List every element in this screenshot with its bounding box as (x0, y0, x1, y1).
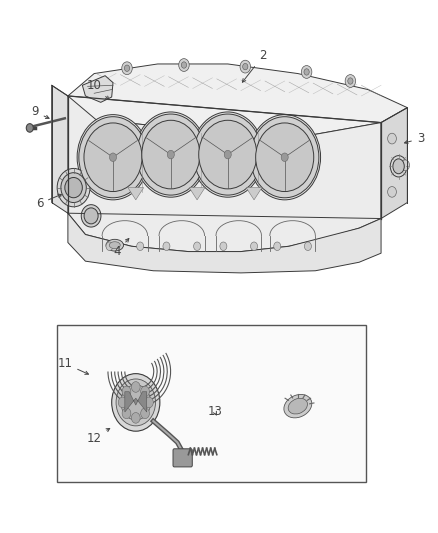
Circle shape (220, 242, 227, 251)
Circle shape (194, 242, 201, 251)
Ellipse shape (77, 115, 149, 200)
Ellipse shape (249, 115, 321, 200)
Ellipse shape (199, 120, 257, 189)
Text: 3: 3 (405, 132, 424, 145)
Polygon shape (128, 188, 144, 200)
Circle shape (167, 150, 174, 159)
Circle shape (304, 242, 311, 251)
Ellipse shape (393, 159, 404, 174)
Text: 6: 6 (35, 194, 61, 210)
Text: 4: 4 (113, 238, 129, 258)
Circle shape (251, 242, 258, 251)
FancyBboxPatch shape (173, 449, 192, 467)
Circle shape (141, 408, 149, 419)
Circle shape (163, 242, 170, 251)
Ellipse shape (142, 120, 200, 189)
Circle shape (131, 413, 140, 423)
Polygon shape (68, 96, 381, 252)
Polygon shape (68, 64, 407, 134)
Ellipse shape (251, 117, 319, 198)
Text: 12: 12 (87, 429, 110, 445)
Circle shape (304, 69, 309, 75)
Circle shape (240, 60, 251, 73)
Text: 13: 13 (207, 405, 222, 418)
Ellipse shape (284, 394, 312, 418)
Circle shape (179, 59, 189, 71)
Circle shape (181, 62, 187, 68)
Circle shape (137, 242, 144, 251)
Circle shape (106, 242, 113, 251)
Circle shape (122, 386, 131, 397)
Circle shape (345, 75, 356, 87)
Circle shape (141, 386, 149, 397)
Circle shape (131, 382, 140, 392)
Circle shape (26, 124, 33, 132)
Circle shape (122, 62, 132, 75)
Bar (57, 325, 366, 482)
Text: 10: 10 (87, 79, 109, 100)
Polygon shape (381, 108, 407, 219)
Text: 2: 2 (242, 50, 267, 82)
Ellipse shape (288, 398, 307, 414)
Ellipse shape (65, 177, 82, 198)
Polygon shape (52, 85, 68, 213)
Circle shape (124, 65, 130, 71)
Circle shape (274, 242, 281, 251)
Ellipse shape (194, 114, 262, 195)
Circle shape (243, 63, 248, 70)
Polygon shape (189, 188, 205, 200)
Polygon shape (68, 213, 381, 273)
Circle shape (145, 397, 153, 408)
Ellipse shape (84, 208, 98, 224)
Text: 11: 11 (57, 357, 88, 374)
Ellipse shape (192, 112, 264, 197)
Circle shape (388, 187, 396, 197)
Ellipse shape (84, 123, 142, 191)
Circle shape (348, 78, 353, 84)
Circle shape (118, 397, 127, 408)
Ellipse shape (256, 123, 314, 191)
Circle shape (401, 160, 410, 171)
Circle shape (281, 153, 288, 161)
Text: 9: 9 (31, 106, 49, 118)
Circle shape (122, 408, 131, 419)
Ellipse shape (116, 379, 155, 426)
Ellipse shape (121, 385, 151, 420)
Polygon shape (246, 188, 262, 200)
Polygon shape (82, 76, 113, 102)
Circle shape (301, 66, 312, 78)
Ellipse shape (79, 117, 147, 198)
Ellipse shape (106, 239, 124, 251)
Ellipse shape (81, 205, 101, 227)
Polygon shape (125, 392, 147, 412)
Ellipse shape (110, 242, 120, 248)
Circle shape (388, 133, 396, 144)
Circle shape (110, 153, 117, 161)
Ellipse shape (390, 156, 407, 177)
Ellipse shape (61, 173, 86, 203)
Ellipse shape (57, 168, 90, 207)
Ellipse shape (135, 112, 207, 197)
Circle shape (224, 150, 231, 159)
Ellipse shape (112, 374, 160, 431)
Ellipse shape (137, 114, 205, 195)
